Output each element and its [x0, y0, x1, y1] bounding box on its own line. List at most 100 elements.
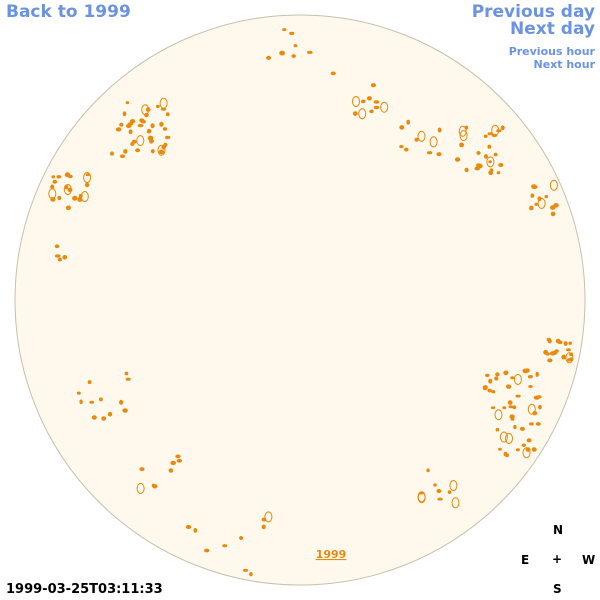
- previous-hour-link[interactable]: Previous hour: [508, 45, 595, 58]
- contour-speck: [89, 400, 95, 404]
- contour-speck: [500, 125, 505, 131]
- contour-speck: [563, 341, 568, 347]
- contour-speck: [249, 572, 253, 577]
- contour-speck: [125, 101, 130, 105]
- contour-speck: [165, 112, 170, 117]
- contour-speck: [279, 50, 286, 56]
- contour-speck: [139, 467, 145, 472]
- contour-speck: [537, 197, 546, 209]
- contour-speck: [494, 376, 499, 381]
- contour-speck: [107, 411, 113, 417]
- contour-speck: [535, 371, 539, 377]
- next-hour-link[interactable]: Next hour: [533, 58, 596, 71]
- contour-speck: [451, 497, 460, 509]
- contour-speck: [437, 127, 442, 133]
- contour-speck: [164, 135, 171, 140]
- contour-speck: [145, 107, 151, 112]
- contour-speck: [503, 451, 508, 457]
- contour-speck: [537, 196, 542, 202]
- contour-speck: [399, 125, 405, 130]
- contour-speck: [529, 205, 534, 211]
- contour-speck: [426, 468, 430, 473]
- compass-north: N: [553, 523, 564, 537]
- contour-speck: [482, 385, 488, 390]
- contour-speck: [242, 568, 249, 572]
- contour-speck: [531, 184, 537, 190]
- contour-speck: [146, 128, 152, 134]
- contour-speck: [137, 124, 144, 128]
- contour-speck: [77, 197, 83, 202]
- contour-speck: [512, 405, 517, 410]
- contour-speck: [568, 357, 574, 362]
- contour-speck: [503, 370, 509, 376]
- contour-speck: [101, 416, 107, 421]
- contour-speck: [261, 517, 267, 522]
- year-label[interactable]: 1999: [316, 548, 347, 561]
- contour-speck: [119, 122, 124, 127]
- previous-day-link[interactable]: Previous day: [471, 2, 595, 22]
- contour-speck: [538, 404, 542, 410]
- contour-speck: [487, 144, 492, 149]
- contour-speck: [494, 409, 503, 421]
- contour-speck: [160, 107, 167, 111]
- contour-speck: [505, 432, 513, 444]
- contour-speck: [157, 144, 166, 156]
- contour-speck: [162, 127, 168, 131]
- contour-speck: [51, 175, 56, 179]
- contour-speck: [459, 142, 465, 148]
- contour-speck: [147, 135, 154, 141]
- contour-speck: [175, 454, 181, 459]
- contour-speck: [529, 422, 534, 426]
- contour-speck: [266, 55, 272, 61]
- back-to-year-link[interactable]: Back to 1999: [6, 2, 131, 22]
- contour-speck: [449, 480, 458, 491]
- contour-speck: [508, 405, 514, 409]
- contour-speck: [525, 368, 530, 373]
- contour-speck: [158, 149, 165, 155]
- contour-speck: [515, 448, 520, 452]
- contour-speck: [149, 140, 153, 144]
- contour-speck: [488, 160, 492, 164]
- contour-speck: [566, 348, 571, 352]
- contour-speck: [459, 130, 468, 142]
- contour-speck: [170, 460, 176, 466]
- magnetic-contours: [48, 28, 574, 577]
- contour-speck: [204, 548, 210, 553]
- contour-speck: [222, 544, 228, 548]
- contour-speck: [264, 511, 273, 523]
- contour-speck: [125, 377, 131, 381]
- contour-speck: [498, 163, 504, 167]
- contour-speck: [123, 149, 128, 154]
- contour-speck: [528, 385, 533, 388]
- contour-speck: [352, 96, 360, 107]
- contour-speck: [373, 100, 380, 104]
- contour-speck: [525, 447, 531, 452]
- contour-speck: [496, 171, 501, 175]
- contour-speck: [484, 154, 488, 159]
- contour-speck: [547, 358, 553, 363]
- contour-speck: [291, 54, 296, 58]
- contour-speck: [163, 142, 168, 148]
- contour-speck: [521, 443, 526, 447]
- contour-speck: [62, 254, 68, 260]
- next-day-link[interactable]: Next day: [510, 19, 595, 39]
- contour-speck: [293, 44, 298, 48]
- contour-speck: [487, 388, 492, 393]
- contour-speck: [536, 395, 542, 399]
- contour-speck: [491, 124, 500, 136]
- contour-speck: [553, 203, 559, 208]
- contour-speck: [54, 244, 60, 249]
- observation-timestamp: 1999-03-25T03:11:33: [6, 582, 163, 597]
- contour-speck: [515, 394, 521, 398]
- contour-speck: [122, 111, 127, 116]
- contour-speck: [373, 105, 380, 110]
- contour-speck: [72, 195, 78, 201]
- contour-speck: [176, 458, 183, 463]
- contour-speck: [526, 438, 532, 443]
- contour-speck: [532, 411, 538, 416]
- contour-speck: [307, 50, 313, 55]
- compass-south: S: [553, 582, 562, 596]
- contour-speck: [150, 123, 155, 129]
- contour-speck: [555, 338, 561, 344]
